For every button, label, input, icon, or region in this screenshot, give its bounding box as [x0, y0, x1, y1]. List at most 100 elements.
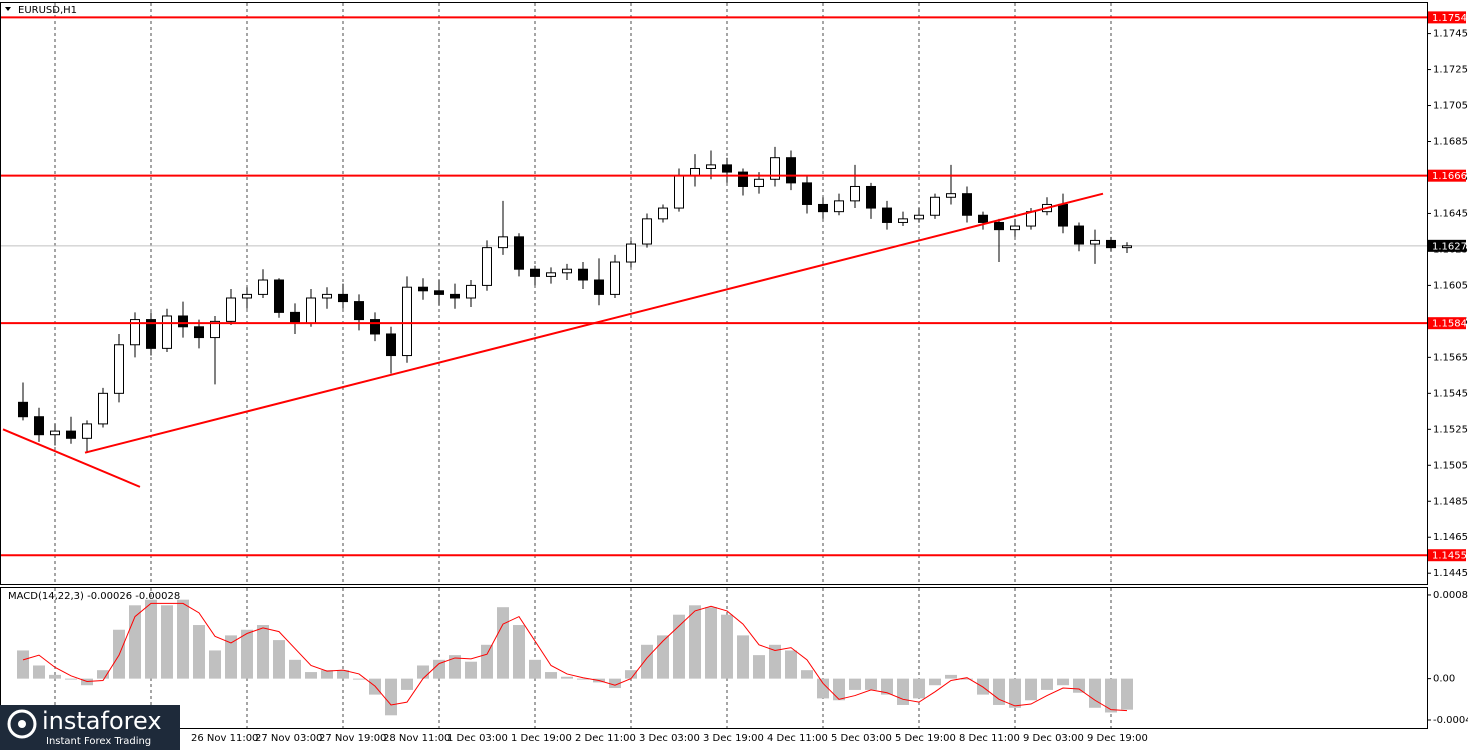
brand: instaforex	[42, 707, 162, 735]
candle-body	[1074, 225, 1084, 245]
candle-body	[306, 297, 316, 324]
candle-body	[338, 293, 348, 303]
macd-bar	[1057, 678, 1069, 686]
candle-body	[994, 221, 1004, 231]
macd-bar	[193, 625, 205, 679]
level-label: 1.1584	[1432, 319, 1467, 330]
signal-line	[22, 602, 1128, 712]
x-tick-label: 1 Dec 19:00	[511, 733, 572, 744]
macd-bar	[161, 605, 173, 679]
macd-bar	[689, 605, 701, 679]
candle-body	[850, 185, 860, 202]
macd-bar	[561, 676, 573, 679]
candle-body	[354, 301, 364, 321]
candle-body	[146, 319, 156, 349]
y-tick-label: 1.1445	[1433, 568, 1468, 579]
candle-body	[610, 261, 620, 295]
macd-bar	[465, 661, 477, 679]
candle-body	[754, 178, 764, 187]
macd-bar	[929, 678, 941, 686]
candle-body	[1106, 239, 1116, 249]
candle-body	[962, 193, 972, 216]
candle-body	[114, 344, 124, 394]
candle-body	[802, 182, 812, 205]
y-tick-label: 1.1685	[1433, 137, 1468, 148]
candle-body	[402, 286, 412, 357]
macd-bar	[833, 678, 845, 701]
macd-bar	[625, 670, 637, 679]
x-tick-label: 2 Dec 11:00	[575, 733, 636, 744]
macd-bar	[65, 678, 77, 680]
candle-body	[434, 290, 444, 295]
macd-bar	[673, 614, 685, 679]
candle-body	[626, 243, 636, 263]
macd-bar	[481, 644, 493, 679]
candle-body	[482, 247, 492, 286]
candle-body	[82, 423, 92, 439]
title-arrow	[5, 7, 11, 11]
x-tick-label: 9 Dec 03:00	[1023, 733, 1084, 744]
level-label: 1.1455	[1432, 551, 1467, 562]
y-tick-label: 1.1525	[1433, 424, 1468, 435]
macd-bar	[209, 650, 221, 679]
candle-body	[34, 416, 44, 436]
candle-body	[882, 207, 892, 223]
x-tick-label: 4 Dec 11:00	[767, 733, 828, 744]
x-tick-label: 3 Dec 03:00	[639, 733, 700, 744]
macd-bar	[353, 678, 365, 680]
candle-body	[50, 430, 60, 436]
candle-body	[498, 236, 508, 249]
x-tick-label: 5 Dec 19:00	[895, 733, 956, 744]
macd-bar	[945, 674, 957, 679]
candle-body	[466, 284, 476, 299]
chart-title: EURUSD,H1	[18, 5, 77, 16]
macd-bar	[993, 678, 1005, 705]
macd-bar	[849, 678, 861, 690]
macd-bar	[337, 670, 349, 679]
x-tick-label: 27 Nov 19:00	[319, 733, 386, 744]
macd-bar	[1121, 678, 1133, 710]
level-label: 1.1754	[1432, 13, 1467, 24]
macd-bar	[769, 644, 781, 679]
y-tick-label: 0.00	[1433, 674, 1455, 685]
candle-body	[66, 430, 76, 439]
logo-dot	[18, 720, 26, 728]
level-label-box	[1428, 549, 1466, 562]
macd-bar	[865, 678, 877, 690]
logo-icon	[7, 709, 37, 739]
macd-bar	[913, 678, 925, 699]
macd-bar	[1089, 678, 1101, 708]
candle-body	[274, 279, 284, 313]
macd-bar	[1041, 678, 1053, 690]
candle-body	[386, 333, 396, 357]
macd-bar	[321, 670, 333, 679]
macd-bar	[577, 678, 589, 680]
candle-body	[1122, 245, 1132, 249]
last-price-label: 1.1627	[1432, 241, 1467, 252]
x-tick-label: 9 Dec 19:00	[1087, 733, 1148, 744]
macd-bar	[225, 635, 237, 679]
y-tick-label: 1.1505	[1433, 460, 1468, 471]
macd-bar	[801, 670, 813, 679]
candle-body	[290, 311, 300, 324]
candle-body	[18, 401, 28, 418]
candle-body	[258, 279, 268, 295]
macd-bar	[289, 659, 301, 679]
y-tick-label: 1.1705	[1433, 101, 1468, 112]
y-tick-label: 1.1645	[1433, 208, 1468, 219]
macd-bar	[705, 607, 717, 679]
y-tick-label: 1.1485	[1433, 496, 1468, 507]
macd-bar	[1025, 678, 1037, 701]
macd-bar	[433, 659, 445, 679]
candle-body	[210, 320, 220, 339]
macd-bar	[17, 650, 29, 679]
macd-bar	[97, 670, 109, 679]
x-tick-label: 5 Dec 03:00	[831, 733, 892, 744]
macd-bar	[881, 678, 893, 695]
candle-body	[98, 392, 108, 425]
candle-body	[786, 157, 796, 184]
candle-body	[178, 315, 188, 328]
candle-body	[226, 297, 236, 322]
macd-bar	[273, 640, 285, 679]
